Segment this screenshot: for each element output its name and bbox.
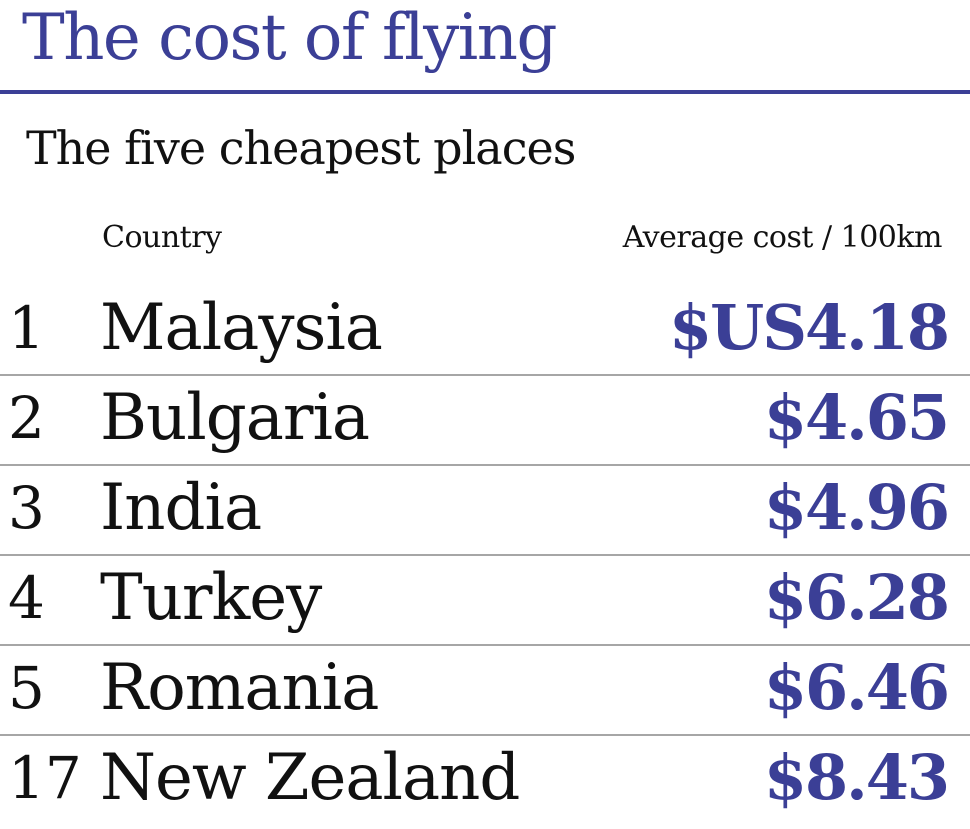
country-cell: India	[100, 471, 262, 545]
cost-value: $6.46	[763, 651, 950, 724]
cost-table: 1 Malaysia $US4.18 2 Bulgaria $4.65 3 In…	[0, 286, 970, 826]
country-cell: Romania	[100, 651, 379, 725]
column-header-average-cost: Average cost / 100km	[622, 220, 943, 255]
rank-cell: 17	[8, 744, 82, 812]
country-cell: Turkey	[100, 561, 322, 635]
rank-cell: 3	[8, 474, 45, 542]
cost-value: $4.65	[763, 381, 950, 454]
table-row: 4 Turkey $6.28	[0, 556, 970, 646]
rank-cell: 1	[8, 294, 45, 362]
column-header-country: Country	[102, 220, 222, 255]
country-cell: New Zealand	[100, 741, 520, 815]
cost-value: $US4.18	[669, 291, 950, 364]
title-divider	[0, 90, 970, 94]
rank-cell: 2	[8, 384, 45, 452]
country-cell: Malaysia	[100, 291, 383, 365]
chart-title: The cost of flying	[22, 1, 557, 75]
table-row: 5 Romania $6.46	[0, 646, 970, 736]
table-row: 2 Bulgaria $4.65	[0, 376, 970, 466]
cost-value: $4.96	[763, 471, 950, 544]
table-row: 1 Malaysia $US4.18	[0, 286, 970, 376]
cost-value: $6.28	[763, 561, 950, 634]
rank-cell: 4	[8, 564, 45, 632]
cost-value: $8.43	[763, 741, 950, 814]
table-row: 17 New Zealand $8.43	[0, 736, 970, 826]
country-cell: Bulgaria	[100, 381, 370, 455]
rank-cell: 5	[8, 654, 45, 722]
table-row: 3 India $4.96	[0, 466, 970, 556]
chart-subtitle: The five cheapest places	[26, 121, 576, 175]
